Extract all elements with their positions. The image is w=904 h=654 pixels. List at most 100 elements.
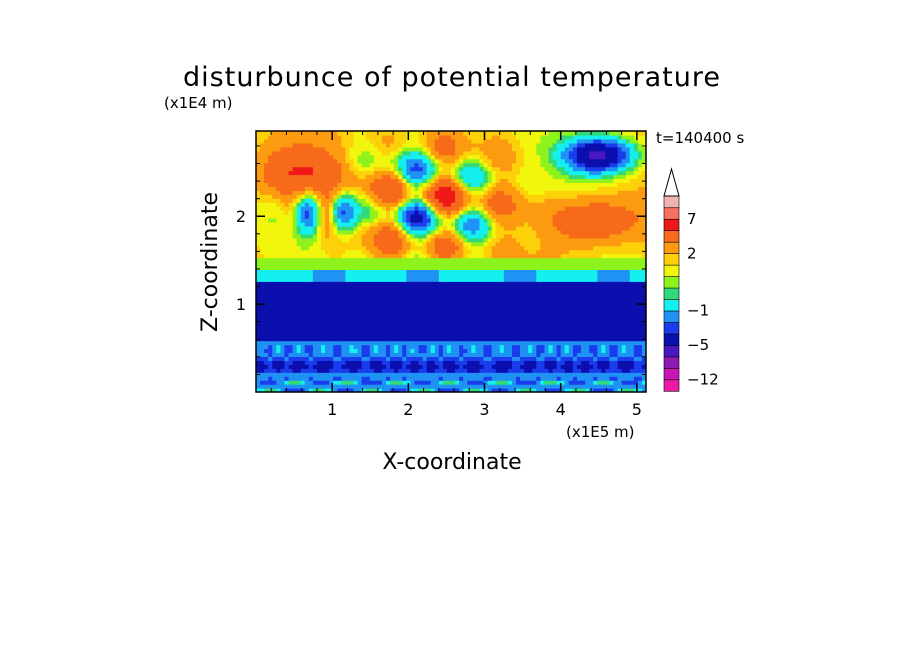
heatmap-cell bbox=[426, 308, 432, 314]
heatmap-cell bbox=[556, 368, 562, 373]
heatmap-cell bbox=[532, 305, 537, 310]
heatmap-cell bbox=[365, 214, 371, 219]
heatmap-cell bbox=[524, 293, 529, 298]
heatmap-cell bbox=[516, 273, 521, 278]
heatmap-cell bbox=[451, 277, 456, 282]
heatmap-cell bbox=[434, 281, 440, 286]
heatmap-cell bbox=[390, 261, 395, 267]
heatmap-cell bbox=[300, 241, 306, 247]
heatmap-cell bbox=[442, 301, 448, 306]
heatmap-cell bbox=[438, 308, 444, 314]
heatmap-cell bbox=[284, 324, 290, 330]
heatmap-cell bbox=[597, 368, 602, 373]
heatmap-cell bbox=[325, 376, 330, 381]
heatmap-cell bbox=[629, 206, 635, 211]
heatmap-cell bbox=[390, 229, 395, 235]
heatmap-cell bbox=[597, 320, 602, 326]
heatmap-cell bbox=[589, 340, 594, 346]
heatmap-cell bbox=[292, 214, 298, 219]
heatmap-cell bbox=[475, 229, 481, 235]
heatmap-cell bbox=[540, 328, 546, 334]
heatmap-cell bbox=[495, 372, 501, 377]
heatmap-cell bbox=[386, 202, 391, 207]
heatmap-cell bbox=[516, 320, 521, 326]
heatmap-cell bbox=[564, 340, 570, 346]
heatmap-cell bbox=[316, 348, 322, 354]
heatmap-cell bbox=[528, 312, 533, 318]
heatmap-cell bbox=[329, 233, 334, 239]
heatmap-cell bbox=[377, 249, 383, 255]
heatmap-cell bbox=[321, 308, 326, 314]
heatmap-cell bbox=[637, 336, 643, 342]
heatmap-cell bbox=[463, 301, 468, 306]
heatmap-cell bbox=[280, 210, 286, 215]
heatmap-cell bbox=[321, 273, 326, 278]
heatmap-cell bbox=[597, 356, 602, 361]
heatmap-cell bbox=[467, 368, 472, 373]
heatmap-cell bbox=[406, 198, 411, 203]
heatmap-cell bbox=[524, 340, 529, 346]
heatmap-cell bbox=[483, 257, 489, 263]
heatmap-cell bbox=[325, 233, 330, 239]
heatmap-cell bbox=[475, 190, 481, 195]
heatmap-cell bbox=[471, 388, 476, 392]
heatmap-cell bbox=[418, 301, 424, 306]
heatmap-cell bbox=[280, 328, 286, 334]
heatmap-cell bbox=[333, 186, 338, 191]
heatmap-cell bbox=[625, 340, 631, 346]
heatmap-cell bbox=[463, 281, 468, 286]
heatmap-cell bbox=[560, 356, 566, 361]
heatmap-cell bbox=[625, 277, 631, 282]
heatmap-cell bbox=[280, 348, 286, 354]
heatmap-cell bbox=[617, 257, 623, 263]
heatmap-cell bbox=[528, 229, 533, 235]
heatmap-cell bbox=[377, 253, 383, 259]
heatmap-cell bbox=[572, 328, 578, 334]
heatmap-cell bbox=[430, 324, 436, 330]
heatmap-cell bbox=[491, 285, 497, 290]
heatmap-cell bbox=[365, 293, 371, 298]
heatmap-cell bbox=[292, 305, 298, 310]
heatmap-cell bbox=[418, 384, 424, 389]
heatmap-cell bbox=[499, 352, 505, 357]
heatmap-cell bbox=[434, 348, 440, 354]
heatmap-cell bbox=[540, 218, 546, 223]
heatmap-cell bbox=[605, 344, 611, 350]
heatmap-cell bbox=[260, 273, 265, 278]
heatmap-cell bbox=[353, 316, 359, 322]
heatmap-cell bbox=[625, 210, 631, 215]
heatmap-cell bbox=[329, 360, 334, 365]
heatmap-cell bbox=[487, 344, 493, 350]
heatmap-cell bbox=[479, 186, 485, 191]
heatmap-cell bbox=[361, 241, 367, 247]
heatmap-cell bbox=[479, 376, 485, 381]
heatmap-cell bbox=[455, 237, 460, 243]
heatmap-cell bbox=[369, 388, 375, 392]
heatmap-cell bbox=[495, 384, 501, 389]
heatmap-cell bbox=[329, 376, 334, 381]
heatmap-cell bbox=[475, 233, 481, 239]
heatmap-cell bbox=[455, 336, 460, 342]
heatmap-cell bbox=[475, 293, 481, 298]
heatmap-cell bbox=[544, 194, 550, 199]
heatmap-cell bbox=[426, 190, 432, 195]
heatmap-cell bbox=[377, 340, 383, 346]
heatmap-cell bbox=[361, 214, 367, 219]
heatmap-cell bbox=[629, 340, 635, 346]
heatmap-cell bbox=[532, 245, 537, 251]
heatmap-cell bbox=[568, 320, 574, 326]
heatmap-cell bbox=[593, 269, 598, 274]
heatmap-cell bbox=[264, 368, 269, 373]
heatmap-cell bbox=[276, 249, 281, 255]
heatmap-cell bbox=[418, 229, 424, 235]
heatmap-cell bbox=[621, 186, 627, 191]
heatmap-cell bbox=[345, 308, 351, 314]
heatmap-cell bbox=[528, 324, 533, 330]
heatmap-cell bbox=[516, 293, 521, 298]
heatmap-cell bbox=[451, 202, 456, 207]
heatmap-cell bbox=[414, 289, 420, 294]
heatmap-cell bbox=[528, 320, 533, 326]
heatmap-cell bbox=[544, 229, 550, 235]
heatmap-cell bbox=[605, 308, 611, 314]
heatmap-cell bbox=[329, 324, 334, 330]
